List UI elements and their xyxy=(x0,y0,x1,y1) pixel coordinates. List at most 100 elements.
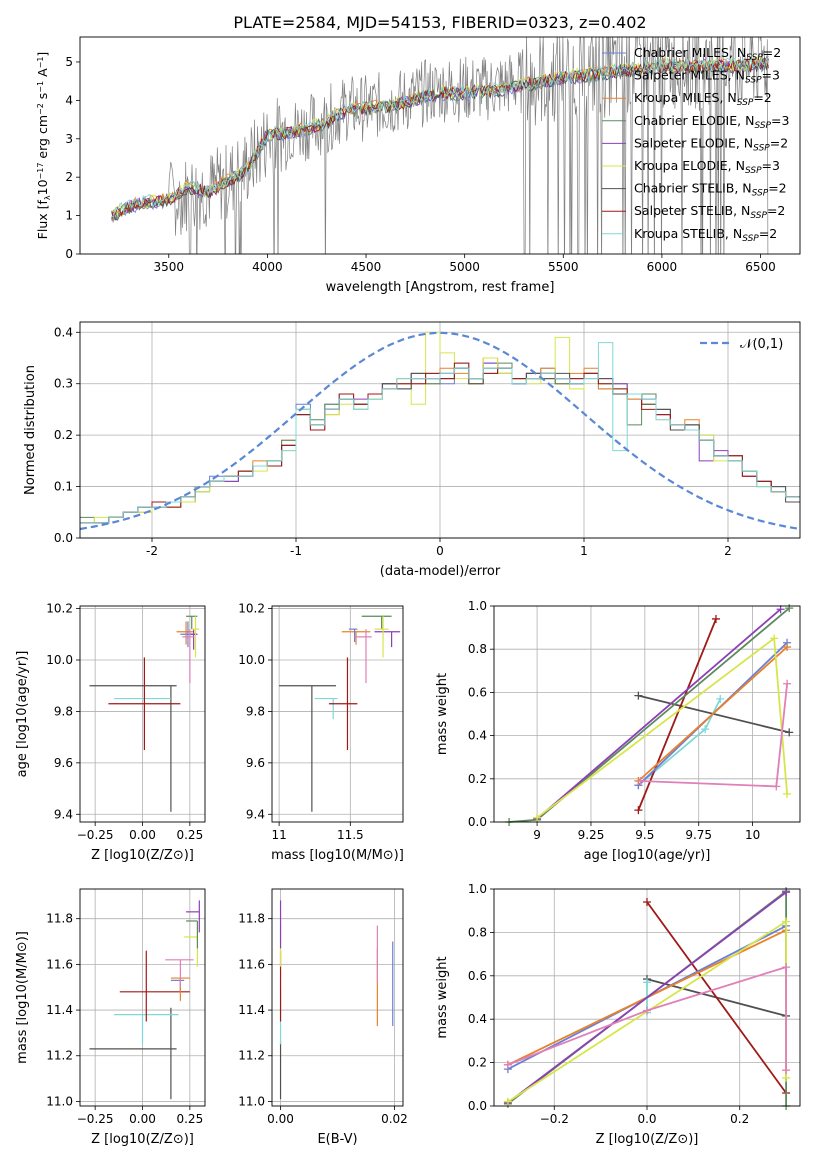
y-tick-label: 9.6 xyxy=(54,756,73,770)
weight-marker-extra_pink xyxy=(782,963,791,972)
x-tick-label: 0.00 xyxy=(267,1112,294,1126)
label-part: −1 xyxy=(36,57,45,69)
y-tick-label: 10.0 xyxy=(238,653,265,667)
legend-entry: Chabrier STELIB, NSSP=2 xyxy=(634,181,787,199)
weight-marker-kroupa_elodie xyxy=(533,813,542,822)
weight-marker-kroupa_miles xyxy=(783,643,792,652)
x-tick-label: 9 xyxy=(533,828,541,842)
age_vs_mass-frame xyxy=(271,605,404,823)
x-tick-label: 1 xyxy=(580,544,588,558)
x-tick-label: 0.2 xyxy=(730,1112,749,1126)
y-tick-label: 0.1 xyxy=(54,480,73,494)
x-tick-label: -2 xyxy=(146,544,158,558)
y-tick-label: 0.8 xyxy=(468,642,487,656)
label-part: 10 xyxy=(35,179,50,195)
y-tick-label: 10.2 xyxy=(238,602,265,616)
x-tick-label: 0.25 xyxy=(176,828,203,842)
y-tick-label: 2 xyxy=(65,170,73,184)
legend-subscript: SSP xyxy=(746,53,763,63)
y-tick-label: 9.4 xyxy=(54,807,73,821)
histogram-kroupa_stelib xyxy=(80,342,800,524)
legend-gaussian-label: 𝒩(0,1) xyxy=(740,337,783,352)
y-tick-label: 0.0 xyxy=(468,815,487,829)
spectrum-data-line xyxy=(111,37,769,254)
label-part: −2 xyxy=(36,103,45,115)
y-tick-label: 5 xyxy=(65,55,73,69)
weight-marker-chabrier_stelib xyxy=(785,728,794,737)
legend-entry: Kroupa ELODIE, NSSP=3 xyxy=(634,158,780,176)
x-tick-label: 6000 xyxy=(647,260,678,274)
weight-marker-salpeter_stelib xyxy=(634,806,643,815)
y-tick-label: 0.6 xyxy=(468,969,487,983)
y-tick-label: 0.0 xyxy=(54,531,73,545)
legend-subscript: SSP xyxy=(754,121,771,131)
weight_vs_age-frame xyxy=(493,605,801,823)
y-tick-label: 0.8 xyxy=(468,925,487,939)
legend-tail: =3 xyxy=(762,158,780,173)
legend-subscript: SSP xyxy=(750,211,767,221)
legend-tail: =3 xyxy=(762,68,780,83)
x-tick-label: 5500 xyxy=(548,260,579,274)
mass_vs_Z-y-axis-label: mass [log10(M/M⊙)] xyxy=(15,931,30,1064)
weight-marker-extra_pink xyxy=(503,1060,512,1069)
model-line-kroupa_stelib xyxy=(111,56,769,218)
x-tick-label: 9.25 xyxy=(578,828,605,842)
x-tick-label: 0.02 xyxy=(381,1112,408,1126)
y-tick-label: 0.2 xyxy=(468,1056,487,1070)
y-tick-label: 11.6 xyxy=(238,957,265,971)
y-tick-label: 1.0 xyxy=(468,882,487,896)
residuals-axes: -2 -1 0 1 2 0.0 0.1 0.2 0.3 0.4 xyxy=(54,322,800,558)
y-tick-label: 10.2 xyxy=(46,602,73,616)
mass_vs_Z-axes: −0.25 0.00 0.25 11.0 11.2 11.4 11.6 11.8 xyxy=(46,889,205,1126)
y-tick-label: 0.2 xyxy=(54,428,73,442)
weight-marker-kroupa_elodie xyxy=(782,917,791,926)
y-tick-label: 0 xyxy=(65,247,73,261)
residuals-y-axis-label: Normed distribution xyxy=(23,365,38,495)
weight-marker-extra_pink xyxy=(772,782,781,791)
weight-marker-extra_pink xyxy=(782,1066,791,1075)
y-tick-label: 0.6 xyxy=(468,685,487,699)
weight-marker-chabrier_elodie xyxy=(785,604,794,613)
weight-marker-kroupa_elodie xyxy=(783,789,792,798)
age_vs_Z-axes: −0.25 0.00 0.25 9.4 9.6 9.8 10.0 10.2 xyxy=(46,602,205,842)
weight-marker-kroupa_stelib xyxy=(643,978,651,987)
age_vs_Z-y-axis-label: age [log10(age/yr)] xyxy=(15,651,30,778)
y-tick-label: 1 xyxy=(65,209,73,223)
legend-subscript: SSP xyxy=(745,76,762,86)
mass_vs_ebv-frame xyxy=(271,888,404,1107)
x-tick-label: 6500 xyxy=(745,260,776,274)
weight-marker-salpeter_stelib xyxy=(711,614,720,623)
mass_vs_Z-x-axis-label: Z [log10(Z/Z⊙)] xyxy=(91,1132,194,1147)
weight_vs_age-y-axis-label: mass weight xyxy=(435,673,450,755)
weight-line-extra_pink xyxy=(507,965,787,1071)
x-tick-label: 0.00 xyxy=(129,1112,156,1126)
weight-marker-extra_pink xyxy=(643,1006,651,1015)
weight-marker-salpeter_elodie xyxy=(776,605,785,614)
y-tick-label: 11.8 xyxy=(46,912,73,926)
legend-subscript: SSP xyxy=(742,234,759,244)
y-tick-label: 11.0 xyxy=(46,1094,73,1108)
x-tick-label: 0.25 xyxy=(176,1112,203,1126)
x-tick-label: 4500 xyxy=(351,260,382,274)
x-tick-label: 0.00 xyxy=(129,828,156,842)
y-tick-label: 9.4 xyxy=(246,807,265,821)
model-line-salpeter_stelib xyxy=(111,55,769,218)
mass_vs_ebv-x-axis-label: E(B-V) xyxy=(317,1132,357,1147)
legend-subscript: SSP xyxy=(752,189,769,199)
gaussian-reference-curve xyxy=(79,331,801,531)
x-tick-label: 4000 xyxy=(252,260,283,274)
residuals-x-axis-label: (data-model)/error xyxy=(380,564,501,579)
weight-marker-chabrier_stelib xyxy=(634,691,643,700)
label-part: s xyxy=(35,93,50,104)
y-tick-label: 11.2 xyxy=(46,1049,73,1063)
y-tick-label: 9.6 xyxy=(246,756,265,770)
weight-marker-salpeter_elodie xyxy=(782,888,791,897)
legend-tail: =3 xyxy=(771,113,789,128)
weight-line-extra_pink xyxy=(640,683,788,788)
legend-entry: Kroupa STELIB, NSSP=2 xyxy=(634,226,777,244)
label-part: −17 xyxy=(36,163,45,180)
y-tick-label: 3 xyxy=(65,132,73,146)
legend-subscript: SSP xyxy=(745,166,762,176)
y-tick-label: 11.2 xyxy=(238,1049,265,1063)
y-tick-label: 9.8 xyxy=(54,704,73,718)
